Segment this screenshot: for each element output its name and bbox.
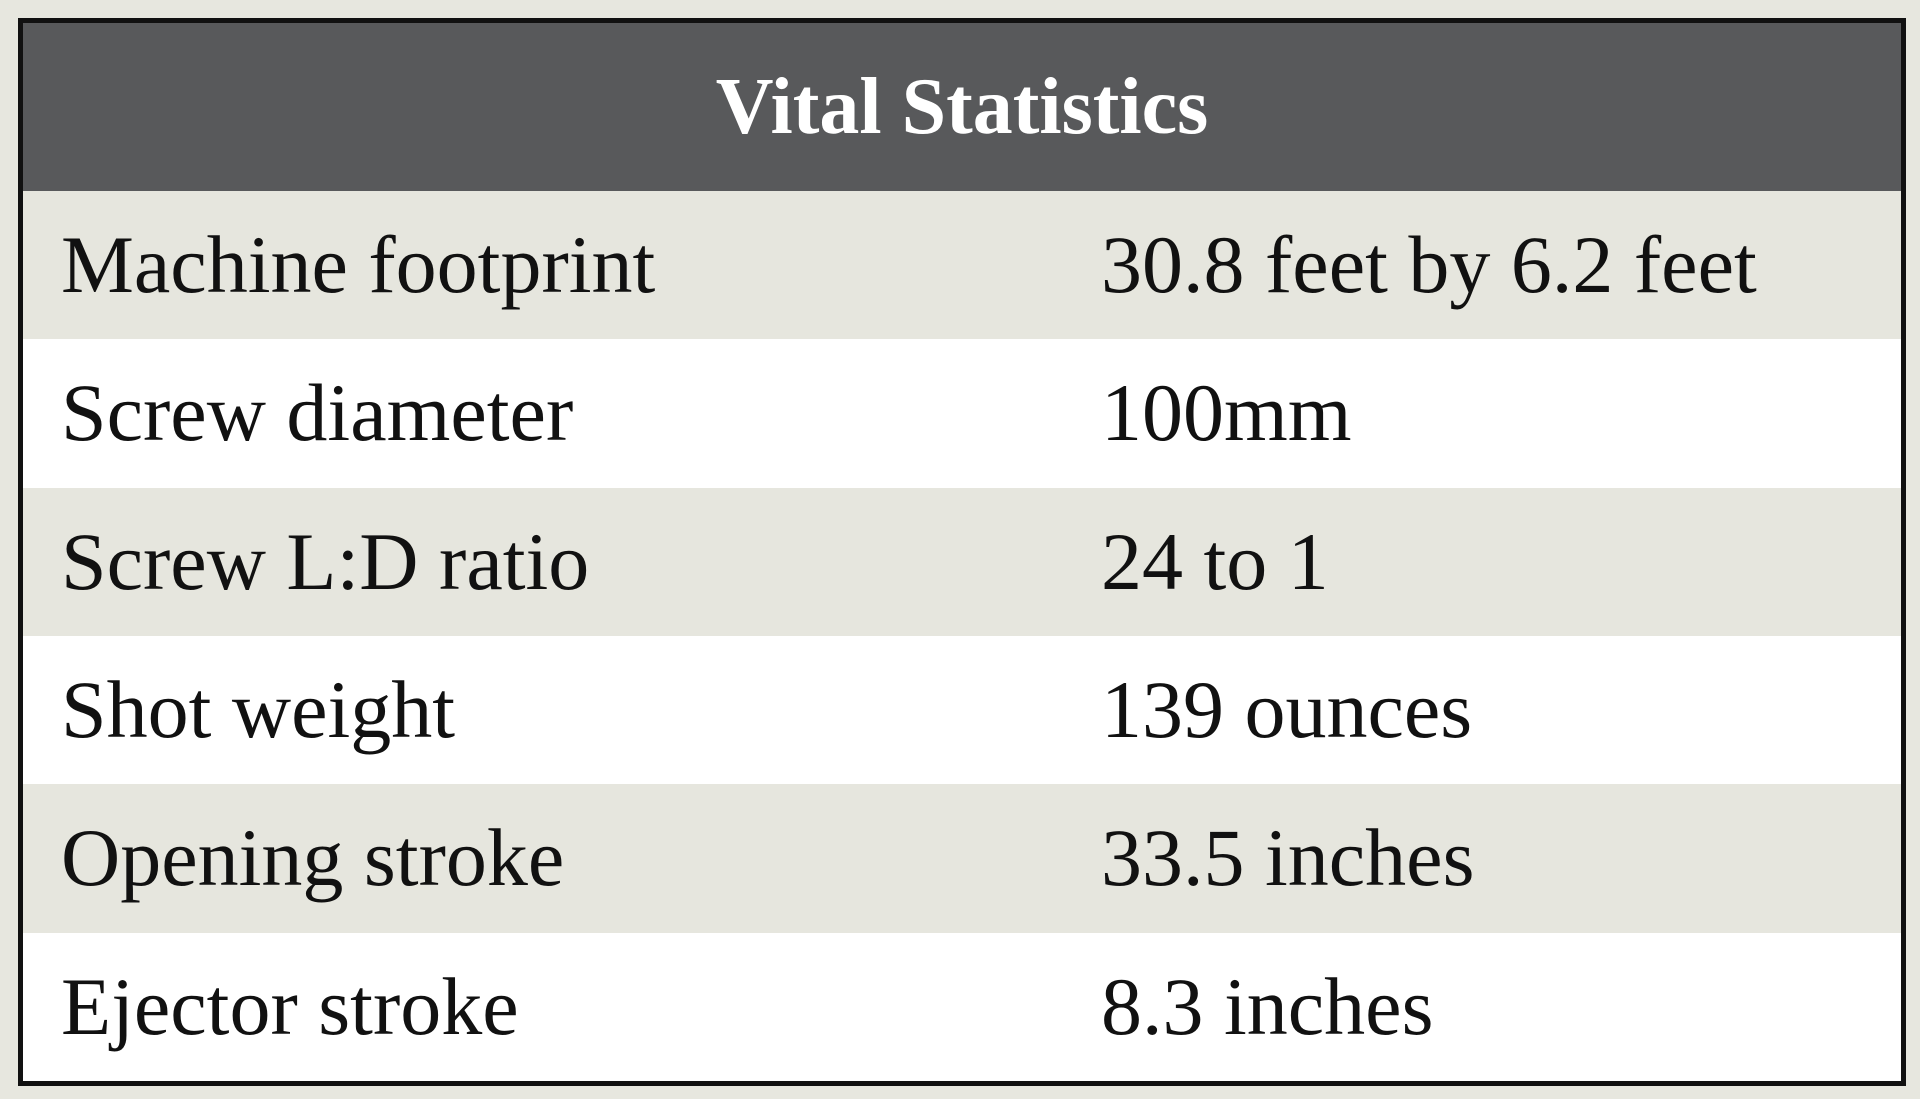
stats-table: Vital Statistics Machine footprint 30.8 f… bbox=[18, 18, 1906, 1086]
row-label: Opening stroke bbox=[61, 812, 565, 904]
row-value: 139 ounces bbox=[1101, 664, 1473, 756]
row-value: 100mm bbox=[1101, 367, 1352, 459]
table-row: Ejector stroke 8.3 inches bbox=[23, 932, 1901, 1081]
row-label: Machine footprint bbox=[61, 219, 656, 311]
table-row: Screw diameter 100mm bbox=[23, 339, 1901, 488]
row-label: Screw L:D ratio bbox=[61, 515, 590, 607]
table-row: Shot weight 139 ounces bbox=[23, 635, 1901, 785]
row-label: Shot weight bbox=[61, 664, 456, 756]
row-value: 8.3 inches bbox=[1101, 960, 1434, 1052]
table-row: Machine footprint 30.8 feet by 6.2 feet bbox=[23, 191, 1901, 340]
table-title: Vital Statistics bbox=[23, 23, 1901, 191]
row-label: Ejector stroke bbox=[61, 960, 519, 1052]
row-label: Screw diameter bbox=[61, 367, 574, 459]
table-row: Opening stroke 33.5 inches bbox=[23, 784, 1901, 933]
row-value: 24 to 1 bbox=[1101, 515, 1329, 607]
row-value: 30.8 feet by 6.2 feet bbox=[1101, 219, 1757, 311]
row-value: 33.5 inches bbox=[1101, 812, 1475, 904]
table-body: Machine footprint 30.8 feet by 6.2 feet Sc… bbox=[23, 191, 1901, 1081]
table-row: Screw L:D ratio 24 to 1 bbox=[23, 487, 1901, 636]
